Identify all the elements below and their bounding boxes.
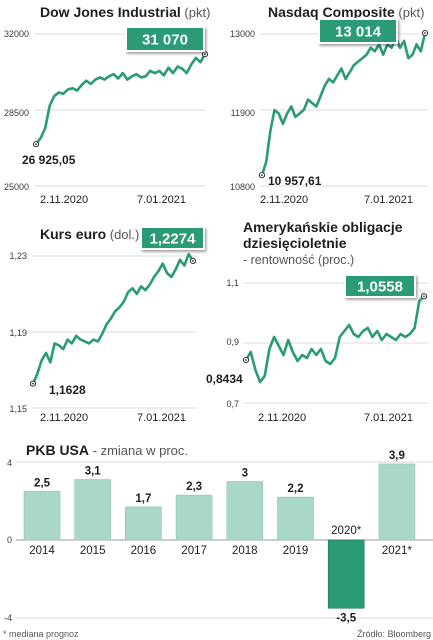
dow-start-label: 26 925,05	[22, 153, 76, 167]
eur-ytick-label: 1,15	[9, 404, 27, 414]
gdp-bar-value-label: 2,5	[34, 477, 51, 489]
nasdaq-ytick-label: 11900	[231, 108, 255, 118]
bonds-last-value-label: 1,0558	[357, 279, 403, 296]
bonds-ytick-label: 0,9	[226, 337, 239, 347]
gdp-bar-value-label: -3,5	[336, 612, 356, 624]
gdp-bar-category-label: 2016	[131, 545, 157, 557]
nasdaq-series-line	[260, 32, 427, 176]
gdp-title: PKB USA - zmiana w proc.	[26, 442, 188, 458]
nasdaq-title: Nasdaq Composite (pkt)	[268, 4, 424, 20]
gdp-ytick-label: 0	[7, 535, 12, 545]
eur-start-point-dot	[32, 382, 34, 385]
dow-ytick-label: 32000	[4, 29, 29, 39]
gdp-bar-category-label: 2017	[181, 545, 207, 557]
gdp-bar-category-label: 2015	[80, 545, 106, 557]
eur-start-label: 1,1628	[49, 383, 86, 397]
gdp-bar-value-label: 2,3	[186, 481, 202, 493]
bonds-subtitle: - rentowność (proc.)	[243, 253, 354, 267]
gdp-bar	[175, 494, 213, 541]
gdp-ytick-label: 4	[7, 458, 12, 468]
gdp-bar	[226, 481, 264, 541]
bonds-last-value-box	[346, 276, 414, 296]
bonds-title-line2: dziesięcioletnie	[243, 235, 347, 251]
eur-xtick-label: 7.01.2021	[137, 412, 186, 424]
source-note: Źródło: Bloomberg	[357, 629, 431, 639]
nasdaq-chart: Nasdaq Composite (pkt) 13000 11900 10800 10 …	[230, 4, 429, 206]
gdp-bar-value-label: 3,9	[389, 450, 405, 462]
gdp-bar-value-label: 2,2	[288, 483, 304, 495]
nasdaq-ytick-label: 10800	[230, 182, 255, 192]
dow-chart: Dow Jones Industrial (pkt) 32000 28500 2500…	[4, 4, 210, 206]
bonds-start-point-dot	[245, 359, 247, 361]
dow-xtick-label: 7.01.2021	[137, 194, 186, 206]
gdp-bar	[327, 539, 365, 609]
dow-start-point-dot	[35, 143, 37, 146]
eur-unit: (dol.)	[106, 227, 139, 242]
gdp-bar	[74, 479, 111, 541]
eur-last-value-label: 1,2274	[150, 231, 197, 248]
gdp-unit: - zmiana w proc.	[89, 443, 188, 458]
eur-ytick-label: 1,19	[9, 328, 27, 338]
bonds-end-point-dot	[423, 295, 425, 298]
footnote: * mediana prognoz	[3, 629, 79, 639]
bonds-start-label: 0,8434	[206, 372, 243, 386]
gdp-bar-value-label: 3	[242, 468, 248, 480]
bonds-xtick-label: 2.11.2020	[258, 412, 306, 424]
nasdaq-ytick-label: 13000	[230, 29, 255, 39]
gdp-bar-value-label: 1,7	[135, 493, 151, 505]
eur-last-value-box	[142, 228, 203, 248]
eur-end-point-dot	[192, 260, 194, 262]
gdp-bar-category-label: 2018	[232, 545, 258, 557]
bonds-xtick-label: 7.01.2021	[364, 412, 413, 424]
gdp-bar-category-label: 2014	[29, 545, 55, 557]
dow-xtick-label: 2.11.2020	[40, 194, 88, 206]
nasdaq-end-point-dot	[424, 32, 426, 34]
bonds-ytick-label: 0,7	[226, 399, 239, 409]
dow-series-line	[34, 53, 207, 145]
gdp-ytick-label: -4	[4, 613, 12, 623]
gdp-chart: PKB USA - zmiana w proc. 4 0 -4 2,5 2014 3,1 20…	[4, 442, 433, 624]
gdp-bar	[125, 506, 162, 541]
dow-last-value-label: 31 070	[142, 32, 188, 49]
footer: * mediana prognoz Źródło: Bloomberg	[3, 629, 431, 639]
nasdaq-start-label: 10 957,61	[268, 174, 322, 188]
eur-series-line	[31, 252, 195, 385]
nasdaq-start-point-dot	[261, 174, 263, 177]
gdp-bar-category-label: 2019	[283, 545, 309, 557]
nasdaq-last-value-box	[320, 20, 396, 42]
dow-ytick-label: 28500	[4, 108, 29, 118]
eur-xtick-label: 2.11.2020	[40, 412, 88, 424]
dow-ytick-label: 25000	[4, 182, 29, 192]
eur-chart: Kurs euro (dol.) 1,23 1,19 1,15 1,1628 1,2274…	[9, 226, 205, 424]
nasdaq-xtick-label: 2.11.2020	[260, 194, 308, 206]
eur-title: Kurs euro (dol.)	[40, 226, 139, 242]
eur-ytick-label: 1,23	[9, 251, 27, 261]
nasdaq-unit: (pkt)	[395, 5, 425, 20]
gdp-bar	[378, 463, 416, 541]
bonds-title: Amerykańskie obligacje	[243, 219, 403, 235]
dow-unit: (pkt)	[181, 5, 211, 20]
nasdaq-xtick-label: 7.01.2021	[364, 194, 413, 206]
dow-last-value-box	[127, 28, 203, 50]
gdp-bar	[277, 496, 314, 541]
bonds-ytick-label: 1,1	[226, 278, 239, 288]
bonds-series-line	[244, 295, 425, 384]
dow-title: Dow Jones Industrial (pkt)	[40, 4, 210, 20]
dow-end-point-dot	[204, 53, 206, 56]
gdp-bar	[23, 490, 61, 541]
gdp-bar-category-label: 2020*	[331, 525, 362, 537]
nasdaq-last-value-label: 13 014	[335, 24, 382, 41]
gdp-bar-value-label: 3,1	[85, 466, 102, 478]
gdp-bar-category-label: 2021*	[382, 545, 413, 557]
